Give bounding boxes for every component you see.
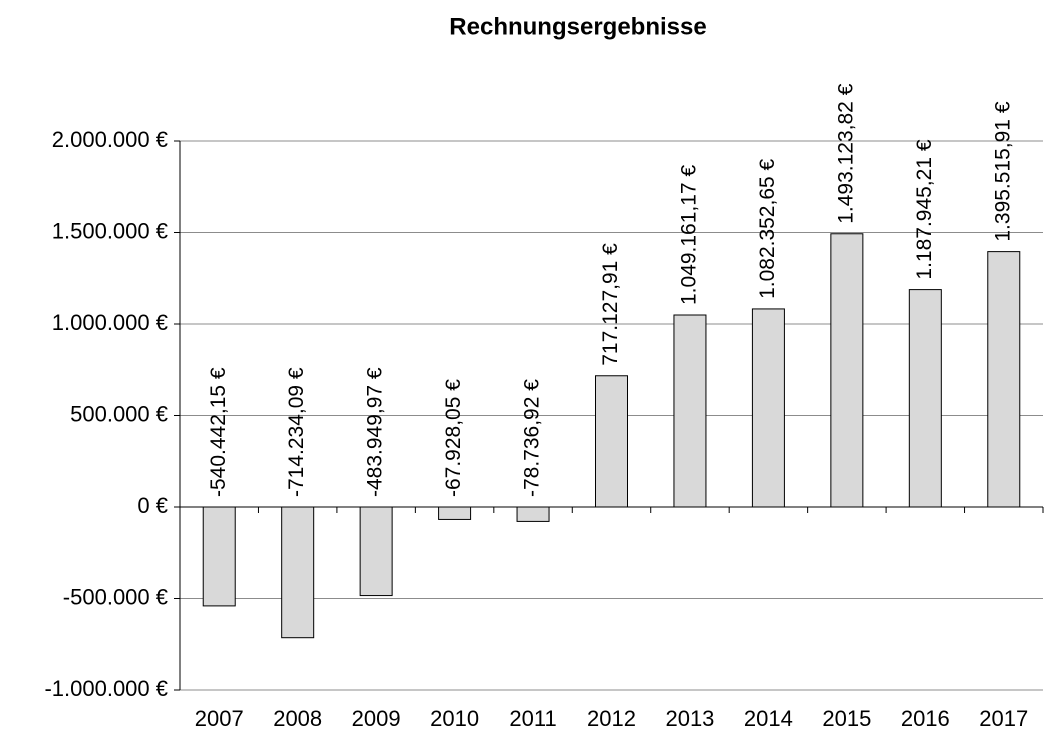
data-label: -78.736,92 € [521, 379, 544, 497]
bar [438, 506, 472, 520]
bar [830, 233, 864, 508]
x-tick-label: 2015 [822, 706, 871, 731]
data-label: 1.049.161,17 € [678, 165, 701, 305]
y-tick-label: 500.000 € [70, 401, 168, 426]
data-label: 1.395.515,91 € [991, 101, 1014, 241]
bar [987, 251, 1021, 508]
x-tick-label: 2014 [744, 706, 793, 731]
data-label: -714.234,09 € [285, 367, 308, 497]
y-tick-label: -1.000.000 € [44, 676, 168, 701]
data-label: -540.442,15 € [207, 367, 230, 497]
x-tick-label: 2016 [901, 706, 950, 731]
data-label: 1.082.352,65 € [756, 158, 779, 298]
y-tick-label: -500.000 € [63, 584, 168, 609]
data-label: 1.187.945,21 € [913, 139, 936, 279]
x-tick-label: 2007 [195, 706, 244, 731]
x-tick-label: 2010 [430, 706, 479, 731]
x-tick-label: 2012 [587, 706, 636, 731]
y-tick-label: 1.000.000 € [52, 310, 168, 335]
y-tick-label: 2.000.000 € [52, 127, 168, 152]
data-label: 717.127,91 € [599, 243, 622, 366]
bar [281, 506, 315, 639]
chart-title: Rechnungsergebnisse [449, 13, 706, 40]
bar [359, 506, 393, 597]
x-tick-label: 2008 [273, 706, 322, 731]
x-tick-label: 2017 [979, 706, 1028, 731]
data-label: -483.949,97 € [364, 367, 387, 497]
x-tick-label: 2013 [665, 706, 714, 731]
bar [202, 506, 236, 607]
bar [595, 375, 628, 508]
y-tick-label: 0 € [137, 493, 168, 518]
y-tick-label: 1.500.000 € [52, 218, 168, 243]
bar [908, 289, 942, 508]
x-tick-label: 2011 [509, 706, 556, 731]
data-label: 1.493.123,82 € [834, 83, 857, 223]
bar [751, 308, 785, 508]
bar [673, 314, 707, 508]
bar [516, 506, 550, 522]
x-tick-label: 2009 [352, 706, 401, 731]
data-label: -67.928,05 € [442, 379, 465, 497]
